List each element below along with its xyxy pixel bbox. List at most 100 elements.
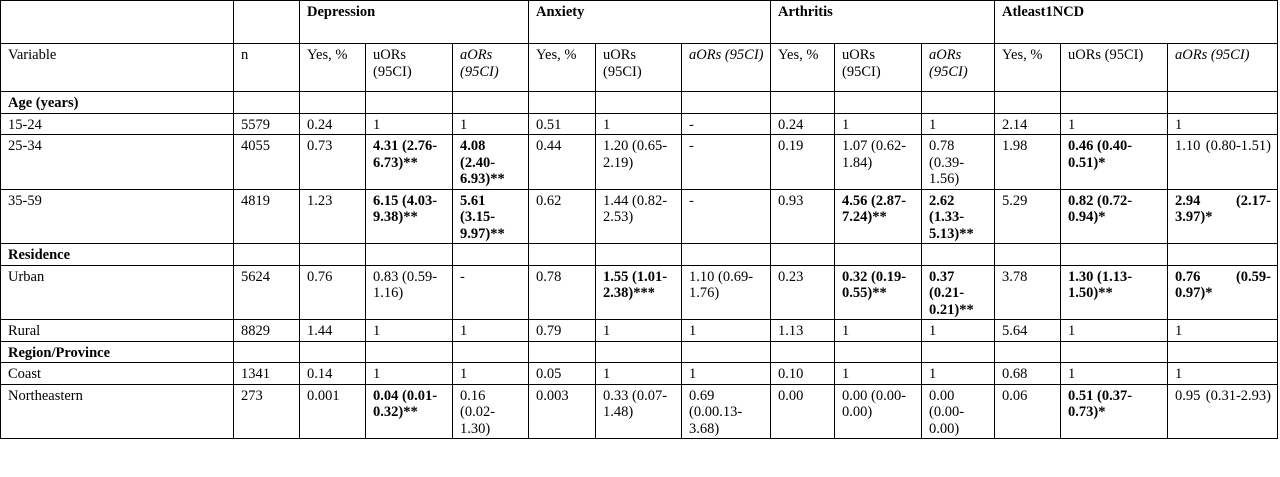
arthritis-aors-cell: 0.37 (0.21-0.21)**	[921, 264, 995, 320]
empty-cell	[595, 91, 682, 114]
depression-uors-cell: 1	[365, 362, 453, 385]
empty-cell	[770, 243, 835, 266]
empty-cell	[595, 340, 682, 363]
header-aors: aORs (95CI)	[681, 43, 771, 92]
empty-cell	[681, 340, 771, 363]
arthritis-aors-cell: 2.62 (1.33-5.13)**	[921, 188, 995, 244]
empty-cell	[452, 243, 529, 266]
table-row: Rural 8829 1.44 1 1 0.79 1 1 1.13 1 1 5.64 1 1	[0, 319, 1279, 342]
empty-cell	[299, 91, 366, 114]
depression-yes-pct-cell: 1.23	[299, 188, 366, 244]
n-cell: 4055	[233, 134, 300, 190]
empty-cell	[1060, 243, 1168, 266]
header-yes-pct: Yes, %	[770, 43, 835, 92]
header-n: n	[233, 43, 300, 92]
ncd-uors-cell: 0.46 (0.40-0.51)*	[1060, 134, 1168, 190]
variable-cell: 15-24	[0, 112, 234, 135]
section-label: Age (years)	[0, 91, 234, 114]
arthritis-yes-pct-cell: 0.23	[770, 264, 835, 320]
arthritis-aors-cell: 1	[921, 112, 995, 135]
depression-yes-pct-cell: 1.44	[299, 319, 366, 342]
depression-uors-cell: 4.31 (2.76-6.73)**	[365, 134, 453, 190]
header-uors: uORs (95CI)	[1060, 43, 1168, 92]
empty-cell	[1166, 91, 1279, 114]
n-cell: 5579	[233, 112, 300, 135]
anxiety-yes-pct-cell: 0.003	[528, 383, 596, 439]
empty-cell	[365, 243, 453, 266]
variable-cell: Northeastern	[0, 383, 234, 439]
header-aors: aORs (95CI)	[452, 43, 529, 92]
anxiety-aors-cell: 0.69 (0.00.13-3.68)	[681, 383, 771, 439]
arthritis-yes-pct-cell: 0.93	[770, 188, 835, 244]
empty-cell	[233, 340, 300, 363]
ncd-yes-pct-cell: 0.68	[994, 362, 1061, 385]
ncd-yes-pct-cell: 2.14	[994, 112, 1061, 135]
header-blank	[0, 0, 234, 44]
arthritis-uors-cell: 4.56 (2.87-7.24)**	[834, 188, 922, 244]
arthritis-aors-cell: 1	[921, 362, 995, 385]
section-label: Residence	[0, 243, 234, 266]
empty-cell	[994, 91, 1061, 114]
anxiety-aors-cell: -	[681, 112, 771, 135]
anxiety-yes-pct-cell: 0.44	[528, 134, 596, 190]
results-table: Depression Anxiety Arthritis Atleast1NCD…	[0, 0, 1279, 439]
empty-cell	[233, 91, 300, 114]
table-row: 35-59 4819 1.23 6.15 (4.03-9.38)** 5.61 (3.1…	[0, 188, 1279, 244]
anxiety-yes-pct-cell: 0.62	[528, 188, 596, 244]
empty-cell	[834, 91, 922, 114]
anxiety-aors-cell: 1	[681, 319, 771, 342]
empty-cell	[299, 243, 366, 266]
anxiety-uors-cell: 1	[595, 319, 682, 342]
empty-cell	[921, 91, 995, 114]
depression-uors-cell: 6.15 (4.03-9.38)**	[365, 188, 453, 244]
depression-yes-pct-cell: 0.001	[299, 383, 366, 439]
ncd-uors-cell: 0.51 (0.37-0.73)*	[1060, 383, 1168, 439]
depression-aors-cell: 1	[452, 362, 529, 385]
depression-aors-cell: 0.16 (0.02-1.30)	[452, 383, 529, 439]
empty-cell	[681, 91, 771, 114]
depression-aors-cell: 1	[452, 319, 529, 342]
header-variable: Variable	[0, 43, 234, 92]
arthritis-yes-pct-cell: 0.00	[770, 383, 835, 439]
depression-aors-cell: 1	[452, 112, 529, 135]
ncd-yes-pct-cell: 5.29	[994, 188, 1061, 244]
table-row: Northeastern 273 0.001 0.04 (0.01-0.32)** 0.…	[0, 383, 1279, 439]
empty-cell	[365, 91, 453, 114]
anxiety-aors-cell: 1.10 (0.69-1.76)	[681, 264, 771, 320]
empty-cell	[994, 243, 1061, 266]
header-yes-pct: Yes, %	[528, 43, 596, 92]
anxiety-uors-cell: 1.55 (1.01-2.38)***	[595, 264, 682, 320]
n-cell: 8829	[233, 319, 300, 342]
table-row: 15-24 5579 0.24 1 1 0.51 1-0.24 1 1 2.14 1 1	[0, 112, 1279, 135]
ncd-uors-cell: 1.30 (1.13-1.50)**	[1060, 264, 1168, 320]
header-uors: uORs (95CI)	[365, 43, 453, 92]
section-row: Age (years)	[0, 91, 1279, 114]
ncd-aors-cell: 0.76 (0.59-0.97)*	[1166, 264, 1279, 320]
variable-cell: Rural	[0, 319, 234, 342]
variable-cell: 25-34	[0, 134, 234, 190]
variable-cell: Urban	[0, 264, 234, 320]
empty-cell	[233, 243, 300, 266]
anxiety-aors-cell: -	[681, 134, 771, 190]
header-aors: aORs (95CI)	[921, 43, 995, 92]
empty-cell	[770, 340, 835, 363]
ncd-yes-pct-cell: 5.64	[994, 319, 1061, 342]
section-row: Region/Province	[0, 340, 1279, 363]
empty-cell	[834, 340, 922, 363]
depression-uors-cell: 1	[365, 319, 453, 342]
arthritis-uors-cell: 1	[834, 362, 922, 385]
depression-aors-cell: 4.08 (2.40-6.93)**	[452, 134, 529, 190]
empty-cell	[921, 340, 995, 363]
empty-cell	[770, 91, 835, 114]
header-yes-pct: Yes, %	[299, 43, 366, 92]
ncd-aors-cell: 1	[1166, 362, 1279, 385]
anxiety-uors-cell: 1	[595, 362, 682, 385]
ncd-uors-cell: 1	[1060, 112, 1168, 135]
anxiety-yes-pct-cell: 0.51	[528, 112, 596, 135]
n-cell: 1341	[233, 362, 300, 385]
empty-cell	[299, 340, 366, 363]
header-blank	[233, 0, 300, 44]
anxiety-aors-cell: 1	[681, 362, 771, 385]
n-cell: 4819	[233, 188, 300, 244]
anxiety-yes-pct-cell: 0.05	[528, 362, 596, 385]
